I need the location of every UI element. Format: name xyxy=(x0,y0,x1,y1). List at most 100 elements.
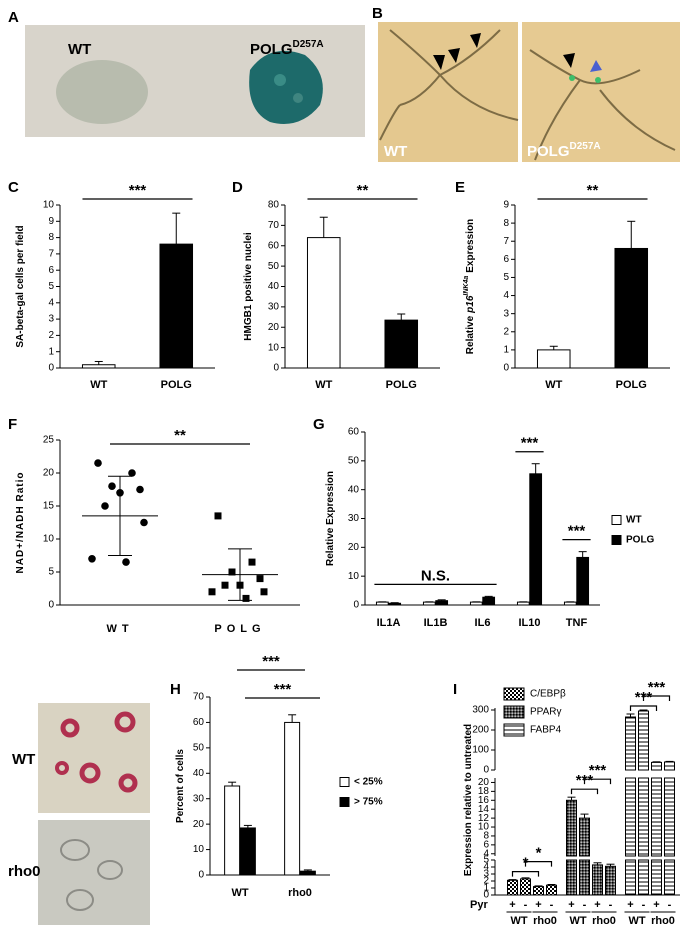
y-tick-label: 25 xyxy=(43,435,55,446)
y-tick-label: 40 xyxy=(268,281,280,292)
y-label-tail: Expression xyxy=(465,219,476,273)
bar xyxy=(516,601,530,606)
cell xyxy=(79,762,101,784)
treatment-axis-label: Pyr xyxy=(470,899,488,911)
y-tick-label: 0 xyxy=(353,600,359,611)
bar xyxy=(566,799,577,857)
bar xyxy=(576,556,590,606)
x-tick-label: rho0 xyxy=(288,887,312,899)
photo-a: A WT POLGD257A xyxy=(8,9,365,137)
bar xyxy=(284,721,301,876)
point xyxy=(140,518,148,527)
arrowhead xyxy=(563,53,575,68)
photo-caption: WT xyxy=(12,751,35,768)
significance-bracket xyxy=(629,705,658,711)
caption-superscript: D257A xyxy=(570,141,601,152)
y-label-text: Expression relative to untreated xyxy=(463,724,474,876)
bar xyxy=(638,710,649,771)
bar xyxy=(566,859,577,896)
y-tick-label: 4 xyxy=(483,848,489,859)
significance-bracket xyxy=(642,695,671,701)
caption-text: POLG xyxy=(527,143,570,160)
bar xyxy=(435,600,449,606)
y-tick-label: 3 xyxy=(483,869,489,880)
y-tick-label: 10 xyxy=(193,844,205,855)
y-axis-label: Relative Expression xyxy=(325,471,336,566)
point xyxy=(108,482,116,491)
y-axis-label: Relativep16INK4a Expression xyxy=(463,219,476,354)
point xyxy=(136,485,144,494)
stain xyxy=(569,75,575,81)
panel-label: D xyxy=(232,179,243,196)
panel-label: B xyxy=(372,5,383,22)
photo-b: B WT POLGD257A xyxy=(372,5,680,162)
x-tick-label: POLG xyxy=(161,379,192,391)
x-tick-label: IL1B xyxy=(424,617,448,629)
y-label-text: Relative Expression xyxy=(325,471,336,566)
panel-label: A xyxy=(8,9,19,26)
tissue-spot xyxy=(274,74,286,86)
point xyxy=(221,581,229,589)
significance-bracket xyxy=(511,871,540,877)
y-tick-label: 10 xyxy=(43,200,55,211)
legend-label: WT xyxy=(626,515,642,526)
legend-label: C/EBPβ xyxy=(530,689,566,700)
y-tick-label: 30 xyxy=(348,513,360,524)
y-tick-label: 50 xyxy=(348,455,360,466)
y-tick-label: 3 xyxy=(48,314,54,325)
bar xyxy=(625,777,636,857)
point xyxy=(128,469,136,477)
bar xyxy=(563,601,577,606)
tissue-spot xyxy=(293,93,303,103)
x-tick-label: POLG xyxy=(386,379,417,391)
point xyxy=(94,459,102,467)
treatment-label: - xyxy=(642,899,646,911)
x-tick-label: IL10 xyxy=(518,617,540,629)
significance-label: ** xyxy=(357,182,369,199)
y-tick-label: 1 xyxy=(503,345,509,356)
panel-label: E xyxy=(455,179,465,196)
cell xyxy=(55,761,69,775)
significance-label: *** xyxy=(648,679,666,696)
y-tick-label: 2 xyxy=(503,326,509,337)
tissue-wt xyxy=(56,60,148,124)
bar xyxy=(605,865,616,896)
point xyxy=(256,575,264,583)
significance-bracket xyxy=(583,778,612,785)
y-tick-label: 1 xyxy=(48,346,54,357)
legend-swatch xyxy=(611,535,622,545)
point xyxy=(228,568,236,576)
photo-h: WT rho0 xyxy=(8,703,150,925)
y-axis-label: HMGB1 positive nuclei xyxy=(243,232,254,341)
bar xyxy=(529,473,543,606)
bar xyxy=(536,349,571,369)
y-label-text: Percent of cells xyxy=(175,749,186,823)
bar xyxy=(638,777,649,857)
bar xyxy=(384,319,419,369)
x-tick-label: IL6 xyxy=(475,617,491,629)
y-tick-label: 300 xyxy=(472,705,489,716)
bar xyxy=(239,827,256,876)
y-tick-label: 4 xyxy=(48,297,54,308)
x-tick-label: WT xyxy=(545,379,562,391)
y-tick-label: 6 xyxy=(503,254,509,265)
group-label: rho0 xyxy=(592,915,616,927)
y-tick-label: 100 xyxy=(472,745,489,756)
tissue-lines xyxy=(529,49,676,161)
legend-swatch xyxy=(339,797,350,807)
legend-swatch xyxy=(503,687,525,701)
bar xyxy=(614,247,649,369)
y-tick-label: 9 xyxy=(503,200,509,211)
legend-label: < 25% xyxy=(354,777,383,788)
y-tick-label: 12 xyxy=(478,813,490,824)
y-tick-label: 70 xyxy=(193,692,205,703)
y-label-superscript: INK4a xyxy=(463,276,470,296)
y-axis-label: Expression relative to untreated xyxy=(463,724,474,876)
point xyxy=(122,558,130,566)
treatment-label: + xyxy=(594,899,600,911)
bar xyxy=(375,601,389,606)
y-tick-label: 30 xyxy=(193,793,205,804)
bar xyxy=(482,596,496,606)
point xyxy=(88,555,96,563)
y-tick-label: 80 xyxy=(268,200,280,211)
